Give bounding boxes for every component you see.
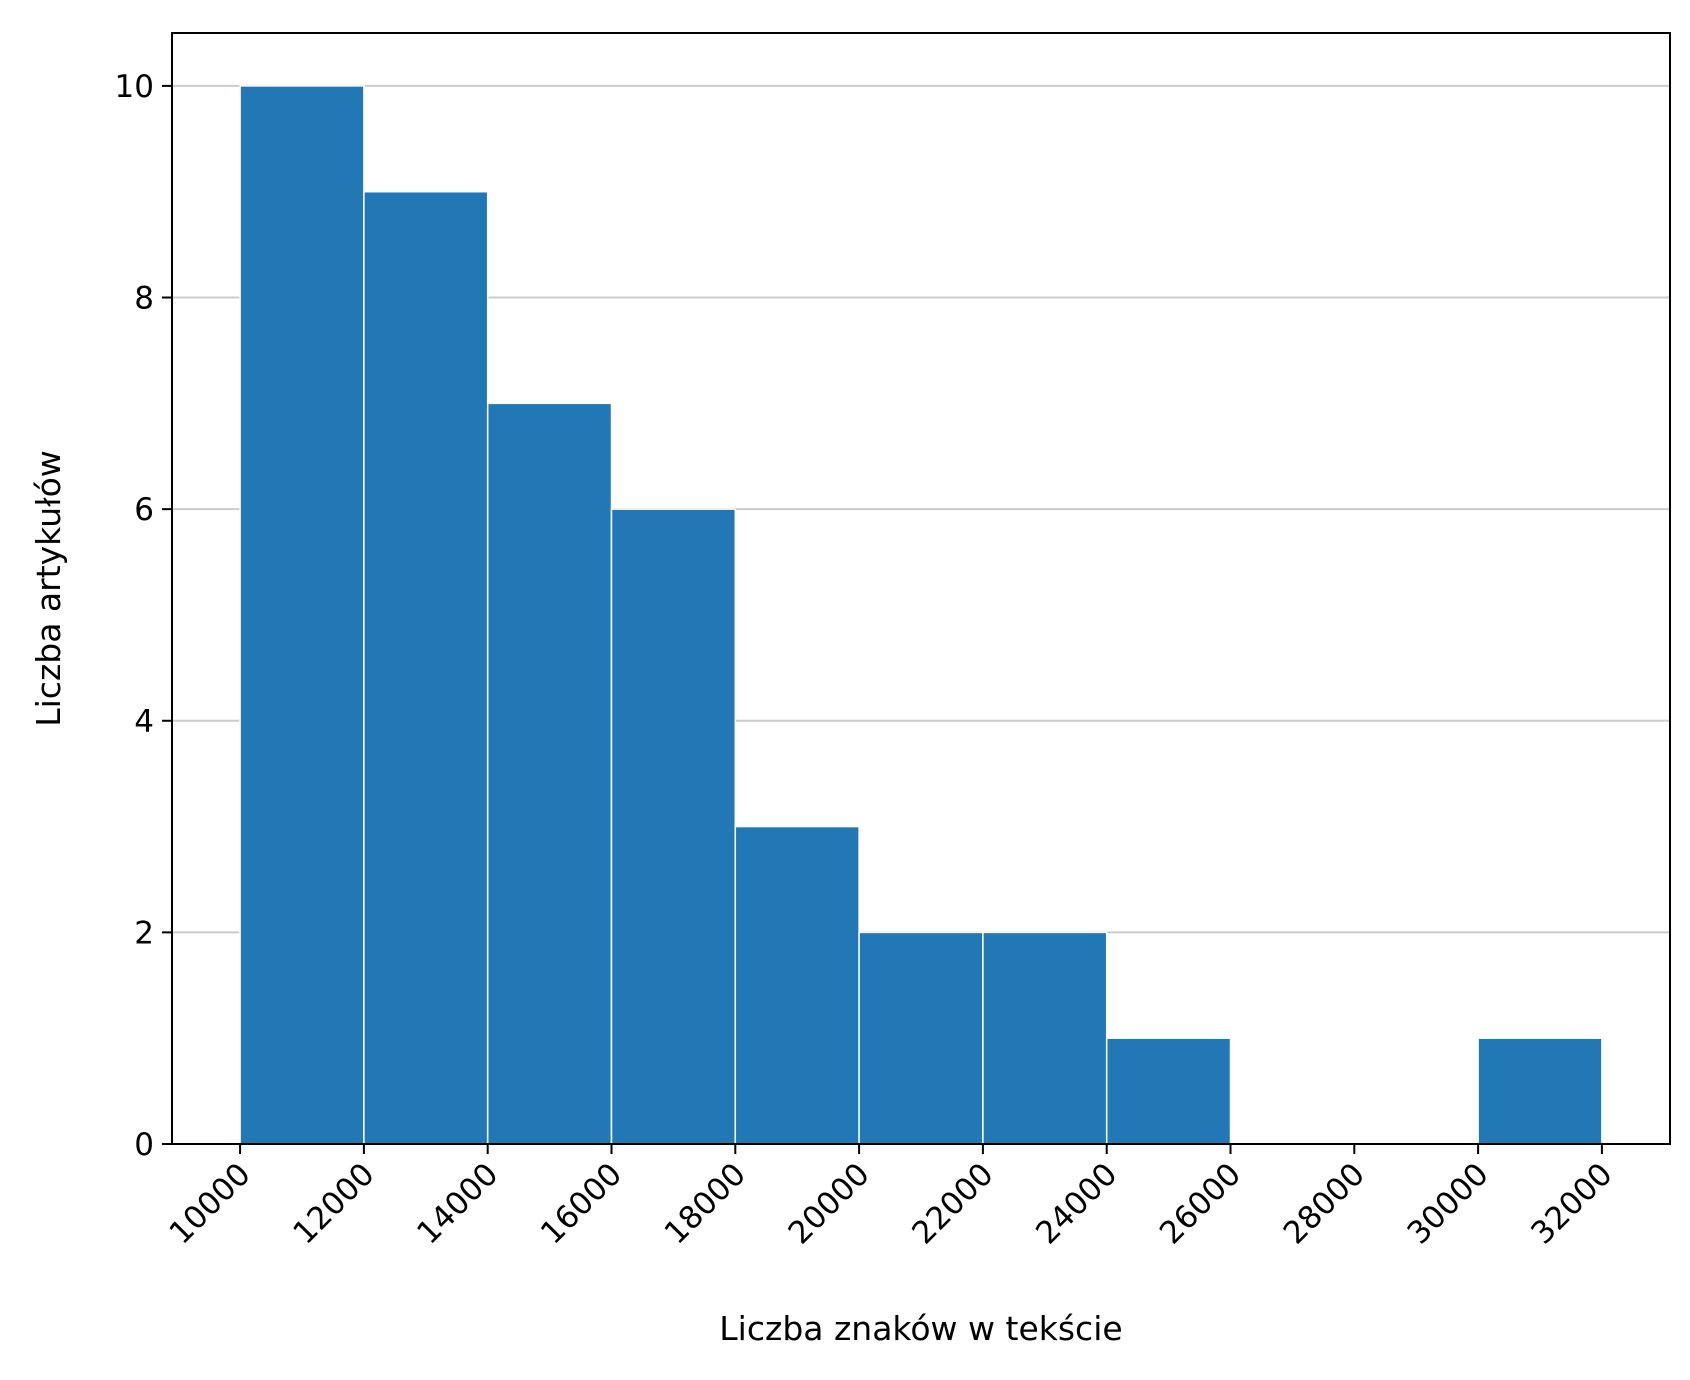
y-tick-label-0: 0 xyxy=(134,1127,154,1163)
y-tick-label-10: 10 xyxy=(115,69,154,105)
histogram-bars xyxy=(239,85,1603,1145)
histogram-bar-18000-20000 xyxy=(734,825,860,1145)
y-axis-label: Liczba artykułów xyxy=(29,450,68,727)
x-axis-label: Liczba znaków w tekście xyxy=(719,1309,1122,1348)
y-tick-label-6: 6 xyxy=(134,492,154,528)
plot-frame xyxy=(171,32,1671,1145)
histogram-bar-16000-18000 xyxy=(610,508,737,1145)
histogram-bar-24000-26000 xyxy=(1105,1037,1232,1145)
histogram-bar-10000-12000 xyxy=(239,85,365,1145)
y-axis-ticks: 0 2 4 6 8 10 xyxy=(115,69,172,1163)
y-tick-label-2: 2 xyxy=(134,915,154,951)
histogram-bar-12000-14000 xyxy=(363,190,489,1145)
histogram-bar-30000-32000 xyxy=(1477,1037,1603,1145)
histogram-bar-20000-22000 xyxy=(858,931,984,1145)
y-tick-label-8: 8 xyxy=(134,281,154,317)
histogram-bar-22000-24000 xyxy=(982,931,1108,1145)
y-tick-label-4: 4 xyxy=(134,704,154,740)
histogram-bar-14000-16000 xyxy=(486,402,613,1145)
